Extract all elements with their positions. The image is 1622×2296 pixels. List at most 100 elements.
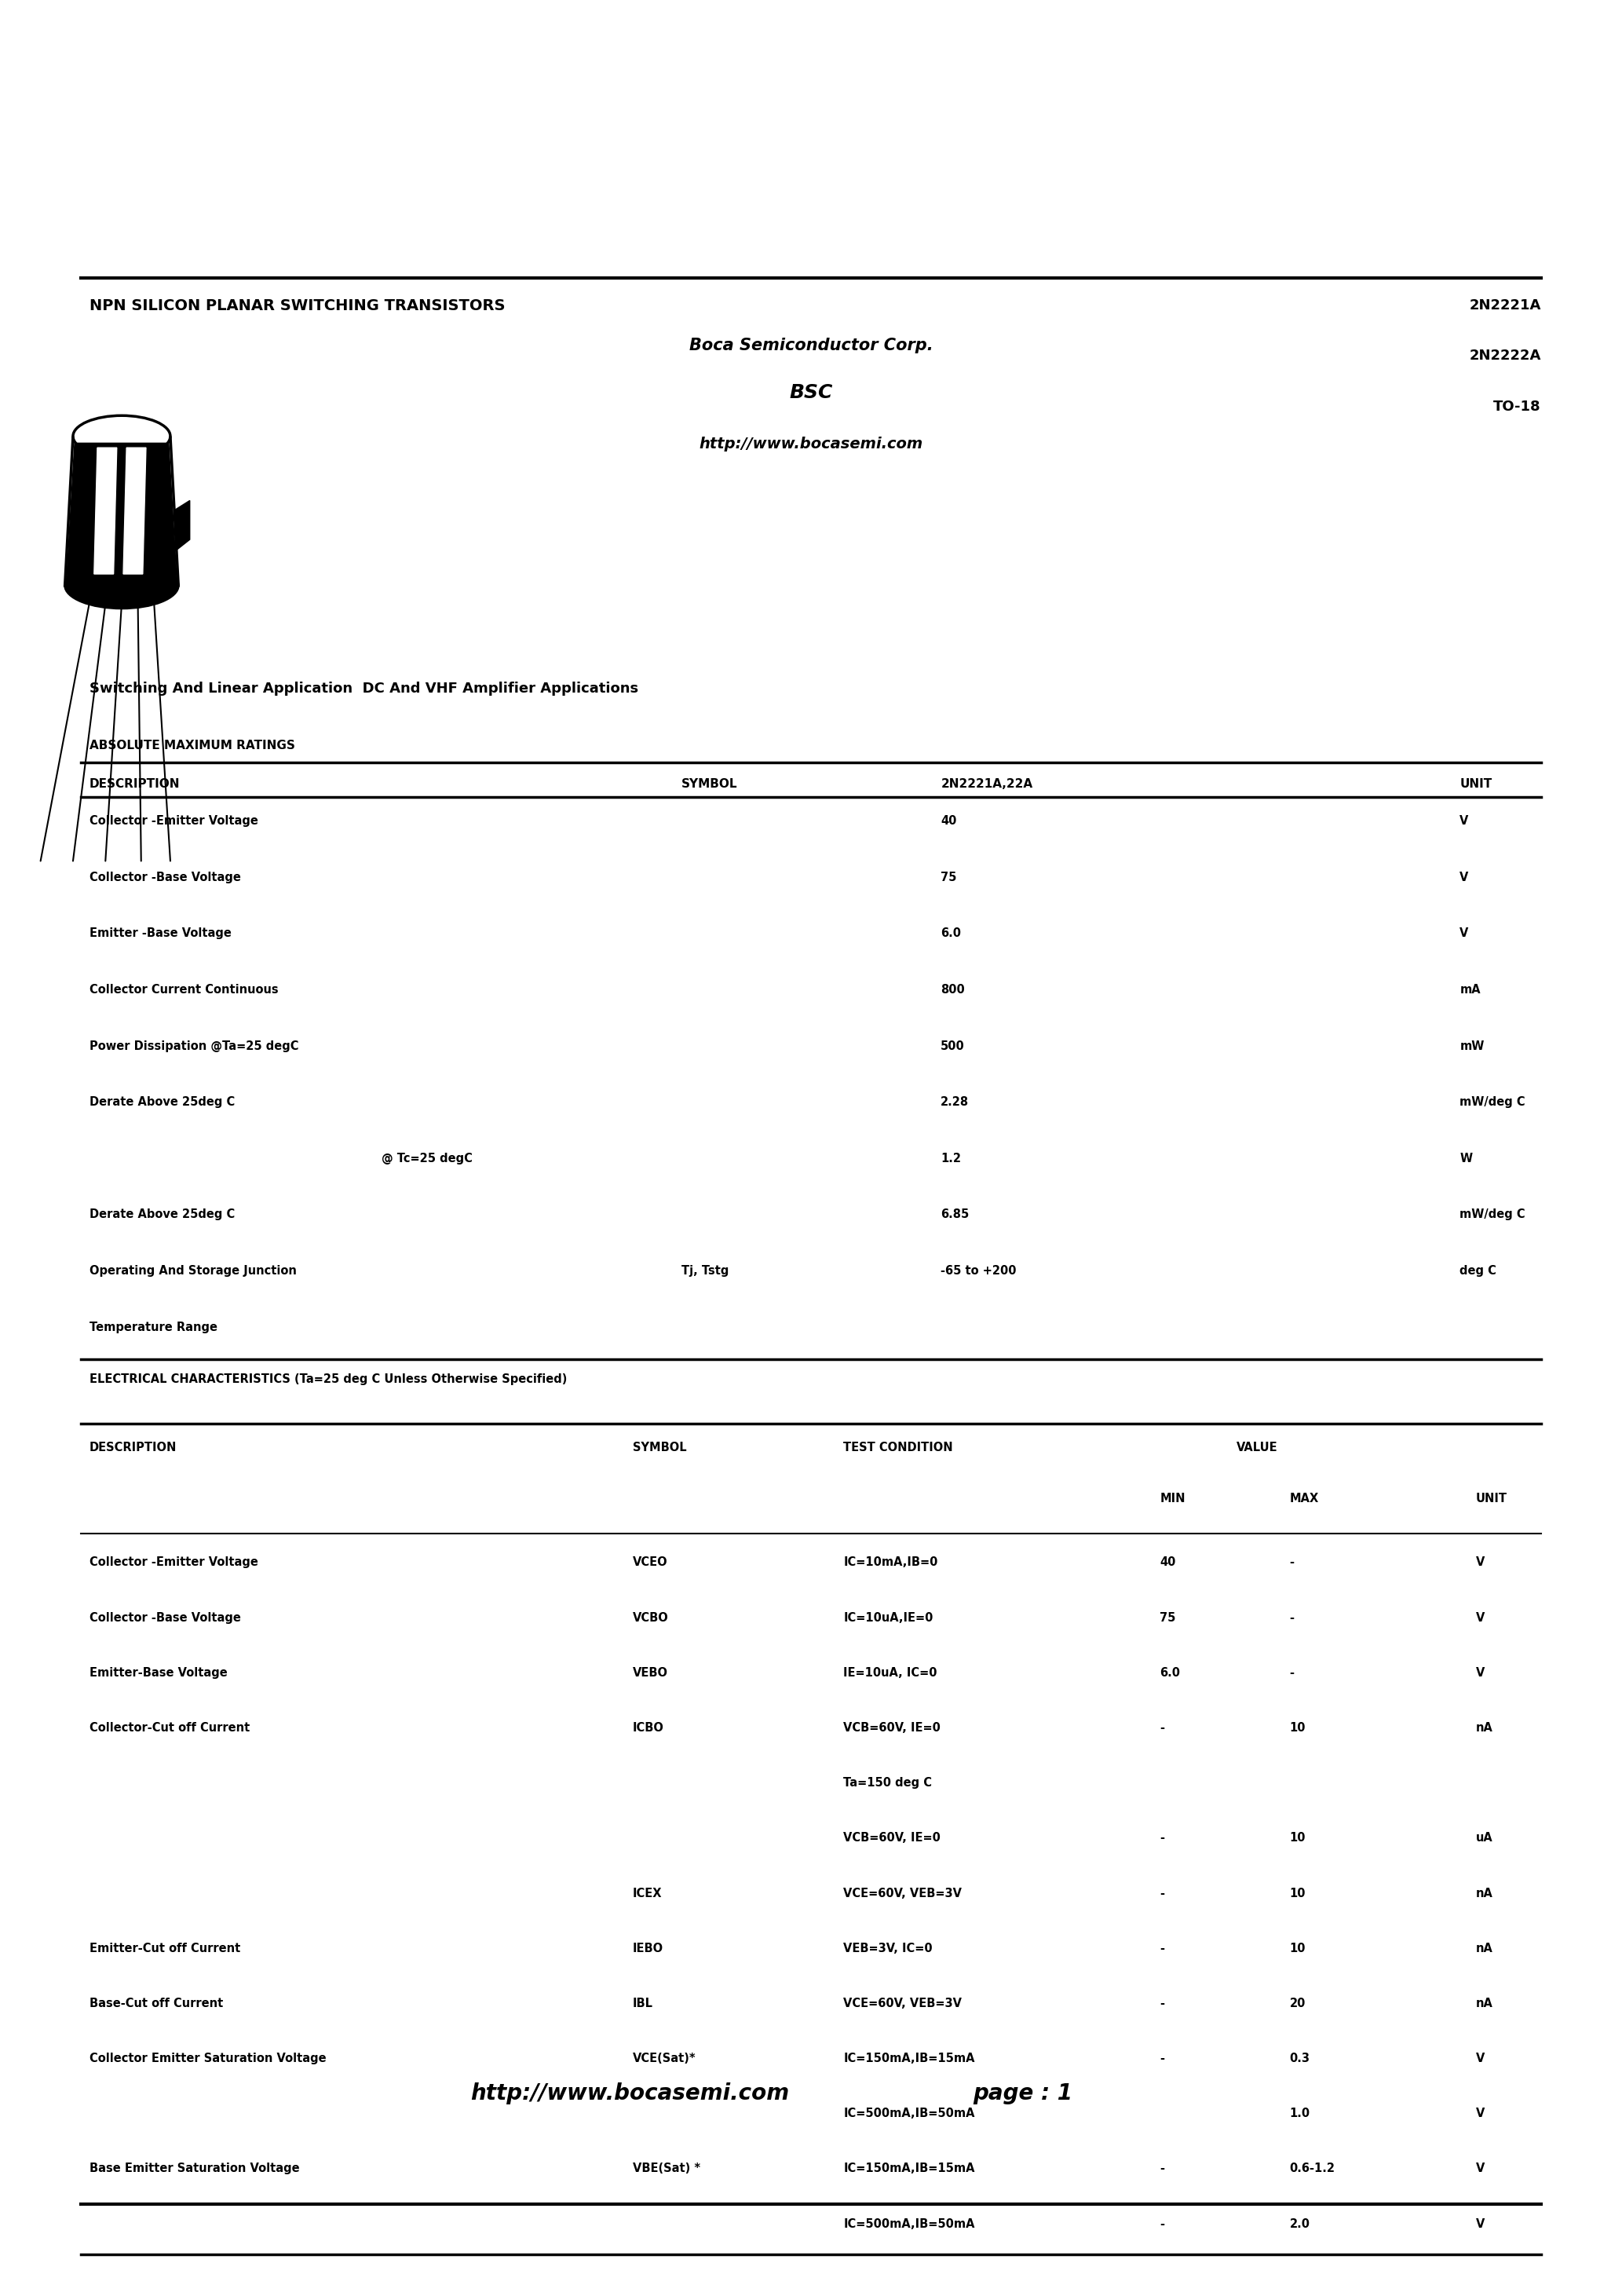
Text: 2.0: 2.0 [1289,2218,1311,2229]
Text: VCB=60V, IE=0: VCB=60V, IE=0 [843,1722,941,1733]
Text: ABSOLUTE MAXIMUM RATINGS: ABSOLUTE MAXIMUM RATINGS [89,739,295,751]
Text: Collector-Cut off Current: Collector-Cut off Current [89,1722,250,1733]
Text: 2.28: 2.28 [941,1095,968,1109]
Text: Emitter-Base Voltage: Emitter-Base Voltage [89,1667,227,1678]
Text: V: V [1476,1557,1486,1568]
Text: nA: nA [1476,1722,1494,1733]
Text: 40: 40 [941,815,957,827]
Text: mA: mA [1460,983,1481,996]
Text: V: V [1476,2218,1486,2229]
Text: V: V [1476,1667,1486,1678]
Text: BSC: BSC [790,383,832,402]
Text: Emitter -Base Voltage: Emitter -Base Voltage [89,928,232,939]
Text: -: - [1160,1722,1165,1733]
Text: http://www.bocasemi.com: http://www.bocasemi.com [699,436,923,450]
Text: 1.0: 1.0 [1289,2108,1311,2119]
Text: 2N2222A: 2N2222A [1470,349,1541,363]
Text: Switching And Linear Application  DC And VHF Amplifier Applications: Switching And Linear Application DC And … [89,682,637,696]
Text: deg C: deg C [1460,1265,1497,1277]
Text: MIN: MIN [1160,1492,1186,1504]
Text: VBE(Sat) *: VBE(Sat) * [633,2163,701,2174]
Text: 500: 500 [941,1040,965,1052]
Text: 2N2221A: 2N2221A [1470,298,1541,312]
Text: MAX: MAX [1289,1492,1319,1504]
Text: nA: nA [1476,1942,1494,1954]
Polygon shape [175,501,190,551]
Text: V: V [1476,2053,1486,2064]
Text: ELECTRICAL CHARACTERISTICS (Ta=25 deg C Unless Otherwise Specified): ELECTRICAL CHARACTERISTICS (Ta=25 deg C … [89,1373,566,1384]
Text: 6.0: 6.0 [941,928,962,939]
Text: Temperature Range: Temperature Range [89,1320,217,1334]
Text: NPN SILICON PLANAR SWITCHING TRANSISTORS: NPN SILICON PLANAR SWITCHING TRANSISTORS [89,298,504,312]
Text: -: - [1160,1942,1165,1954]
Text: 6.85: 6.85 [941,1208,970,1221]
Text: -: - [1160,1998,1165,2009]
Text: Collector -Emitter Voltage: Collector -Emitter Voltage [89,815,258,827]
Text: VEB=3V, IC=0: VEB=3V, IC=0 [843,1942,933,1954]
Text: -: - [1160,1887,1165,1899]
Text: V: V [1460,870,1470,884]
Text: VCBO: VCBO [633,1612,668,1623]
Text: V: V [1476,2163,1486,2174]
Text: 1.2: 1.2 [941,1153,962,1164]
Text: 2N2221A,22A: 2N2221A,22A [941,778,1033,790]
Text: Operating And Storage Junction: Operating And Storage Junction [89,1265,297,1277]
Text: 20: 20 [1289,1998,1306,2009]
Text: -: - [1160,2218,1165,2229]
Text: mW: mW [1460,1040,1484,1052]
Text: V: V [1476,1612,1486,1623]
Text: Power Dissipation @Ta=25 degC: Power Dissipation @Ta=25 degC [89,1040,298,1052]
Text: http://www.bocasemi.com: http://www.bocasemi.com [470,2082,790,2105]
Text: VCB=60V, IE=0: VCB=60V, IE=0 [843,1832,941,1844]
Polygon shape [94,448,117,574]
Text: 10: 10 [1289,1942,1306,1954]
Text: TEST CONDITION: TEST CONDITION [843,1442,954,1453]
Text: 10: 10 [1289,1832,1306,1844]
Text: VCE(Sat)*: VCE(Sat)* [633,2053,696,2064]
Text: Collector -Base Voltage: Collector -Base Voltage [89,870,240,884]
Text: V: V [1476,2108,1486,2119]
Text: -: - [1160,1832,1165,1844]
Text: 75: 75 [941,870,957,884]
Text: VALUE: VALUE [1236,1442,1278,1453]
Text: 10: 10 [1289,1887,1306,1899]
Text: Collector -Emitter Voltage: Collector -Emitter Voltage [89,1557,258,1568]
Text: UNIT: UNIT [1460,778,1492,790]
Text: UNIT: UNIT [1476,1492,1507,1504]
Text: Derate Above 25deg C: Derate Above 25deg C [89,1208,235,1221]
Text: SYMBOL: SYMBOL [633,1442,686,1453]
Text: Collector Emitter Saturation Voltage: Collector Emitter Saturation Voltage [89,2053,326,2064]
Text: 0.6-1.2: 0.6-1.2 [1289,2163,1335,2174]
Text: uA: uA [1476,1832,1494,1844]
Text: 40: 40 [1160,1557,1176,1568]
Text: Ta=150 deg C: Ta=150 deg C [843,1777,933,1789]
Text: V: V [1460,815,1470,827]
Ellipse shape [65,563,178,608]
Text: 800: 800 [941,983,965,996]
Text: 75: 75 [1160,1612,1176,1623]
Text: TO-18: TO-18 [1494,400,1541,413]
Text: Collector -Base Voltage: Collector -Base Voltage [89,1612,240,1623]
Text: Boca Semiconductor Corp.: Boca Semiconductor Corp. [689,338,933,354]
Text: nA: nA [1476,1998,1494,2009]
Text: Base-Cut off Current: Base-Cut off Current [89,1998,222,2009]
Text: -: - [1289,1612,1294,1623]
Text: DESCRIPTION: DESCRIPTION [89,778,180,790]
Text: 10: 10 [1289,1722,1306,1733]
Text: VCE=60V, VEB=3V: VCE=60V, VEB=3V [843,1998,962,2009]
Text: IC=150mA,IB=15mA: IC=150mA,IB=15mA [843,2163,975,2174]
Text: VCEO: VCEO [633,1557,668,1568]
Text: mW/deg C: mW/deg C [1460,1208,1525,1221]
Text: IBL: IBL [633,1998,654,2009]
Polygon shape [123,448,146,574]
Text: IE=10uA, IC=0: IE=10uA, IC=0 [843,1667,938,1678]
Text: IC=150mA,IB=15mA: IC=150mA,IB=15mA [843,2053,975,2064]
Text: 6.0: 6.0 [1160,1667,1181,1678]
Text: VCE=60V, VEB=3V: VCE=60V, VEB=3V [843,1887,962,1899]
Text: SYMBOL: SYMBOL [681,778,738,790]
Text: Base Emitter Saturation Voltage: Base Emitter Saturation Voltage [89,2163,300,2174]
Text: IC=500mA,IB=50mA: IC=500mA,IB=50mA [843,2218,975,2229]
Text: -: - [1289,1667,1294,1678]
Text: -: - [1160,2163,1165,2174]
Text: -: - [1289,1557,1294,1568]
